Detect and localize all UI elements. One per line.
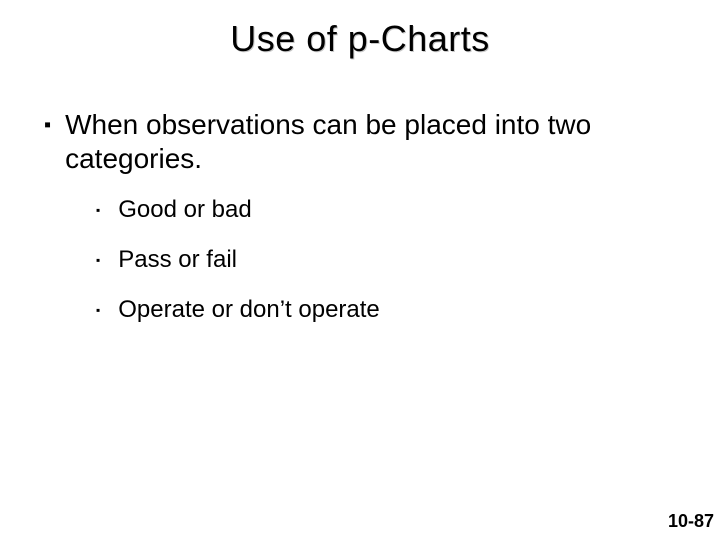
bullet-level1: ▪ When observations can be placed into t… [40,108,680,176]
bullet-glyph: ▪ [44,108,51,142]
bullet-glyph: ▪ [96,296,100,324]
slide: Use of p-Charts ▪ When observations can … [0,0,720,540]
bullet-level2-text: Good or bad [118,196,251,224]
bullet-glyph: ▪ [96,246,100,274]
bullet-level2-text: Operate or don’t operate [118,296,380,324]
bullet-glyph: ▪ [96,196,100,224]
page-number: 10-87 [668,511,714,532]
bullet-level2-text: Pass or fail [118,246,237,274]
bullet-level2: ▪ Good or bad [96,196,680,224]
bullet-level1-text: When observations can be placed into two… [65,108,680,176]
bullet-level2: ▪ Operate or don’t operate [96,296,680,324]
sub-bullet-list: ▪ Good or bad ▪ Pass or fail ▪ Operate o… [40,196,680,324]
bullet-level2: ▪ Pass or fail [96,246,680,274]
slide-title: Use of p-Charts [40,18,680,60]
